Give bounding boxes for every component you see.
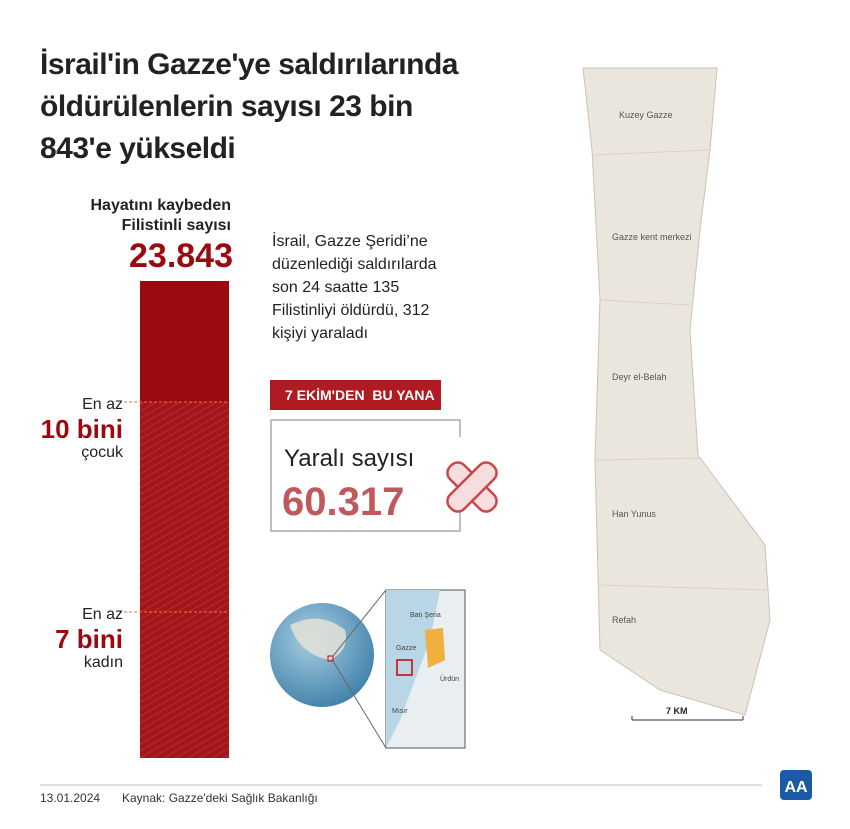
scale-label: 7 KM <box>666 706 688 716</box>
west-bank <box>425 628 445 668</box>
injured-total: 60.317 <box>282 480 404 524</box>
district-label: Han Yunus <box>612 509 656 519</box>
district-label: Kuzey Gazze <box>619 110 673 120</box>
amount: 7 bini <box>55 624 123 654</box>
summary-line: son 24 saatte 135 <box>272 279 400 296</box>
label-line: Hayatını kaybeden <box>90 197 232 214</box>
bar-segment <box>140 281 229 402</box>
logo-bg <box>780 770 812 800</box>
amount: 10 bini <box>40 414 123 444</box>
badge-bg <box>270 380 441 410</box>
sea <box>386 590 440 748</box>
title-line: İsrail'in Gazze'ye saldırılarında <box>40 48 458 81</box>
injured-label: Yaralı sayısı <box>284 445 414 472</box>
women-note: En az 7 bini kadın <box>55 606 123 672</box>
inset-label: Gazze <box>396 645 416 652</box>
inset-label: Batı Şeria <box>410 612 441 619</box>
death-total: 23.843 <box>129 237 233 275</box>
connector <box>332 589 387 657</box>
group: kadın <box>83 654 123 671</box>
title-line: öldürülenlerin sayısı 23 bin <box>40 90 413 123</box>
summary-line: kişiyi yaraladı <box>272 325 369 342</box>
title: İsrail'in Gazze'ye saldırılarında öldürü… <box>40 44 458 170</box>
label-line: Filistinli sayısı <box>121 217 231 234</box>
source: Kaynak: Gazze'deki Sağlık Bakanlığı <box>122 791 318 805</box>
gaza-map <box>582 67 771 716</box>
logo: AA <box>784 779 808 796</box>
district-borders <box>591 149 769 591</box>
land <box>290 618 346 660</box>
connector <box>332 660 387 749</box>
district-label: Gazze kent merkezi <box>612 232 692 242</box>
bar-segment <box>140 402 229 758</box>
district-label: Refah <box>612 615 636 625</box>
title-line: 843'e yükseldi <box>40 132 236 165</box>
gaza-marker <box>396 659 413 676</box>
district-label: Deyr el-Belah <box>612 372 667 382</box>
box <box>270 419 461 532</box>
prefix: En az <box>82 606 123 623</box>
marker <box>327 655 334 662</box>
group: çocuk <box>81 444 123 461</box>
summary-line: İsrail, Gazze Şeridi’ne <box>272 233 428 250</box>
summary-line: düzenlediği saldırılarda <box>272 256 437 273</box>
inset-label: Mısır <box>392 708 408 715</box>
inset-label: Ürdün <box>440 675 459 683</box>
date: 13.01.2024 <box>40 791 100 805</box>
badge: 7 EKİM'DEN BU YANA <box>285 387 435 403</box>
prefix: En az <box>82 396 123 413</box>
bar-label: Hayatını kaybeden Filistinli sayısı <box>31 196 232 236</box>
bandage-icon <box>446 461 498 513</box>
summary-line: Filistinliyi öldürdü, 312 <box>272 302 430 319</box>
children-note: En az 10 bini çocuk <box>41 396 123 462</box>
scale <box>631 716 744 721</box>
summary: İsrail, Gazze Şeridi’ne düzenlediği sald… <box>272 230 437 345</box>
